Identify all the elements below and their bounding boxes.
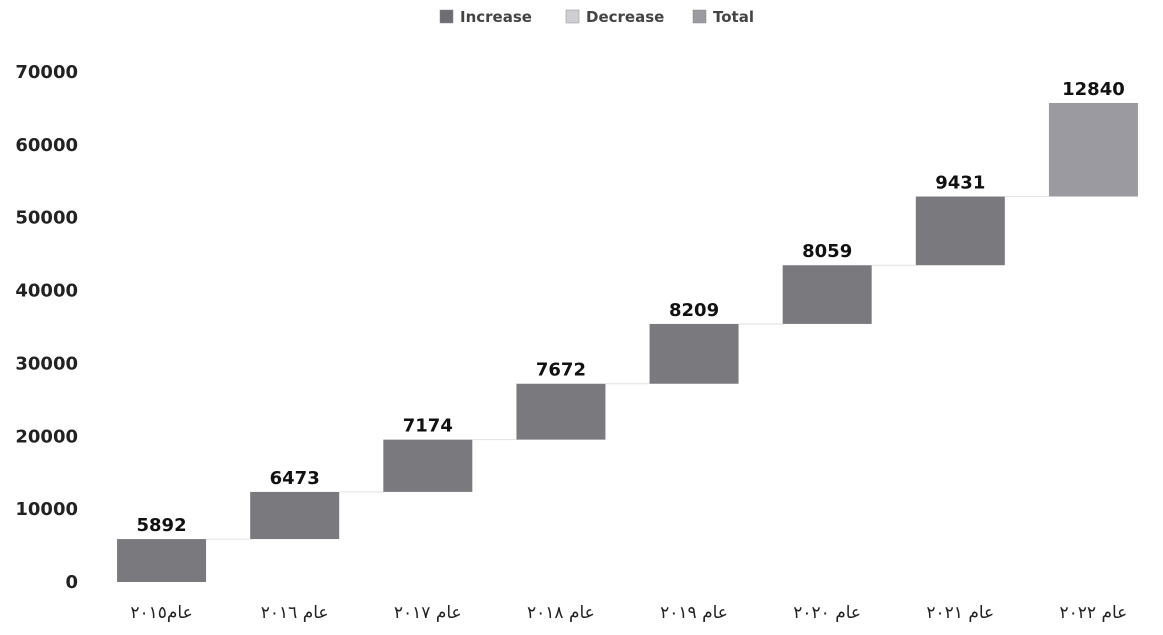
bar-increase <box>782 265 872 324</box>
legend: Increase Decrease Total <box>439 8 754 26</box>
y-axis: 0 10000 20000 30000 40000 50000 60000 70000 <box>15 62 78 593</box>
x-tick-label: عام٢٠١٥ <box>130 603 192 623</box>
data-label: 8209 <box>669 300 719 321</box>
bar-increase <box>649 323 739 384</box>
data-label: 9431 <box>935 173 985 194</box>
bar-increase <box>516 383 606 440</box>
data-label: 5892 <box>137 515 187 536</box>
legend-label: Increase <box>460 8 532 26</box>
x-tick-label: عام ٢٠١٨ <box>527 603 595 623</box>
legend-swatch <box>439 9 454 24</box>
connectors <box>206 196 1049 540</box>
legend-item-total: Total <box>692 8 754 26</box>
x-tick-label: عام ٢٠١٩ <box>660 603 728 623</box>
bar-increase <box>383 439 473 492</box>
x-tick-label: عام ٢٠٢١ <box>926 603 994 623</box>
bar-increase <box>117 539 207 582</box>
y-tick-label: 0 <box>65 572 78 593</box>
data-label: 7174 <box>403 416 453 437</box>
y-tick-label: 40000 <box>15 281 78 302</box>
legend-label: Decrease <box>586 8 664 26</box>
legend-item-increase: Increase <box>439 8 532 26</box>
bar-increase <box>250 491 340 540</box>
legend-item-decrease: Decrease <box>565 8 664 26</box>
y-tick-label: 60000 <box>15 135 78 156</box>
bar-increase <box>915 196 1005 266</box>
legend-swatch <box>565 9 580 24</box>
x-tick-label: عام ٢٠٢٠ <box>793 603 861 623</box>
x-tick-label: عام ٢٠١٦ <box>261 603 329 623</box>
x-axis: عام٢٠١٥ عام ٢٠١٦ عام ٢٠١٧ عام ٢٠١٨ عام ٢٠١٩ ع… <box>130 603 1127 623</box>
data-label: 7672 <box>536 360 586 381</box>
bar-total <box>1048 102 1138 197</box>
data-label: 6473 <box>270 468 320 489</box>
y-tick-label: 20000 <box>15 426 78 447</box>
legend-swatch <box>692 9 707 24</box>
data-label: 12840 <box>1062 79 1125 100</box>
y-tick-label: 50000 <box>15 208 78 229</box>
legend-label: Total <box>713 8 754 26</box>
data-labels: 5892 6473 7174 7672 8209 8059 9431 12840 <box>137 79 1125 536</box>
x-tick-label: عام ٢٠١٧ <box>394 603 462 623</box>
y-tick-label: 30000 <box>15 353 78 374</box>
data-label: 8059 <box>802 241 852 262</box>
y-tick-label: 70000 <box>15 62 78 83</box>
bars <box>117 102 1138 582</box>
x-tick-label: عام ٢٠٢٢ <box>1060 603 1128 623</box>
y-tick-label: 10000 <box>15 499 78 520</box>
